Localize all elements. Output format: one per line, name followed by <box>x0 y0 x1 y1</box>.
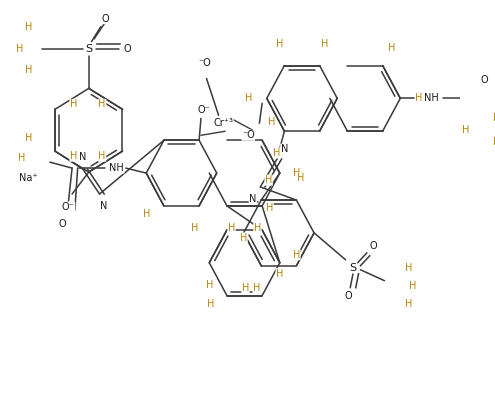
Text: N: N <box>79 152 87 162</box>
Text: NH: NH <box>109 163 124 173</box>
Text: H: H <box>462 125 470 135</box>
Text: H: H <box>405 298 412 308</box>
Text: H: H <box>493 137 495 147</box>
Text: H: H <box>15 43 23 53</box>
Text: H: H <box>265 175 272 185</box>
Text: H: H <box>228 223 235 233</box>
Text: H: H <box>206 298 214 308</box>
Text: N: N <box>281 144 288 154</box>
Text: H: H <box>493 113 495 123</box>
Text: Na⁺: Na⁺ <box>19 173 38 183</box>
Text: H: H <box>205 280 213 290</box>
Text: N: N <box>249 194 256 204</box>
Text: H: H <box>276 39 284 49</box>
Text: H: H <box>99 100 106 109</box>
Text: ⁻O: ⁻O <box>198 59 211 68</box>
Text: O: O <box>59 219 67 229</box>
Text: H: H <box>254 223 261 233</box>
Text: H: H <box>253 283 260 293</box>
Text: Cr⁺³: Cr⁺³ <box>213 118 233 128</box>
Text: H: H <box>266 203 273 213</box>
Text: H: H <box>405 263 412 273</box>
Text: H: H <box>70 151 77 161</box>
Text: H: H <box>25 65 32 76</box>
Text: H: H <box>293 250 300 260</box>
Text: ⁻O: ⁻O <box>242 130 254 140</box>
Text: S: S <box>349 263 356 273</box>
Text: H: H <box>25 21 32 31</box>
Text: H: H <box>245 94 252 103</box>
Text: O: O <box>370 241 377 251</box>
Text: O: O <box>101 14 109 23</box>
Text: H: H <box>18 153 26 163</box>
Text: H: H <box>321 39 328 49</box>
Text: H: H <box>25 133 32 143</box>
Text: H: H <box>144 209 151 219</box>
Text: H: H <box>293 168 300 178</box>
Text: O: O <box>124 43 132 53</box>
Text: N: N <box>100 201 108 211</box>
Text: H: H <box>191 223 198 233</box>
Text: H: H <box>388 43 396 53</box>
Text: H: H <box>268 117 275 127</box>
Text: H: H <box>70 100 77 109</box>
Text: S: S <box>85 43 93 53</box>
Text: NH: NH <box>424 94 438 103</box>
Text: O⁻: O⁻ <box>198 105 210 115</box>
Text: H: H <box>409 281 416 291</box>
Text: H: H <box>276 269 284 279</box>
Text: H: H <box>297 173 305 183</box>
Text: H: H <box>242 283 249 293</box>
Text: H: H <box>415 94 423 103</box>
Text: H: H <box>273 148 281 158</box>
Text: O: O <box>481 75 489 86</box>
Text: O: O <box>345 291 352 300</box>
Text: H: H <box>25 173 32 183</box>
Text: H: H <box>99 151 106 161</box>
Text: O⁻: O⁻ <box>62 202 75 212</box>
Text: H: H <box>240 233 248 243</box>
